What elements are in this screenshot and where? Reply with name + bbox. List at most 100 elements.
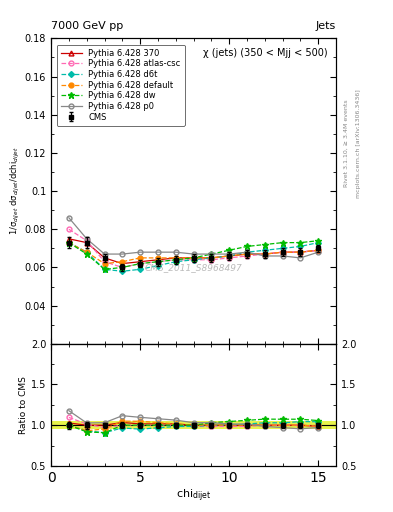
Pythia 6.428 p0 (316, 249, 321, 255)
Pythia 6.428 370 (244, 251, 249, 257)
Pythia 6.428 default (244, 251, 249, 257)
Line: Pythia 6.428 p0: Pythia 6.428 p0 (66, 216, 321, 260)
Legend: Pythia 6.428 370, Pythia 6.428 atlas-csc, Pythia 6.428 d6t, Pythia 6.428 default: Pythia 6.428 370, Pythia 6.428 atlas-csc… (57, 45, 185, 126)
Pythia 6.428 dw (102, 266, 107, 272)
Pythia 6.428 p0 (191, 251, 196, 257)
Pythia 6.428 atlas-csc (66, 226, 71, 232)
Pythia 6.428 dw (316, 238, 321, 244)
Pythia 6.428 atlas-csc (298, 249, 303, 255)
Line: Pythia 6.428 dw: Pythia 6.428 dw (65, 237, 322, 273)
Pythia 6.428 d6t (298, 243, 303, 249)
Pythia 6.428 default (173, 255, 178, 261)
Pythia 6.428 370 (102, 255, 107, 261)
Pythia 6.428 dw (156, 259, 160, 265)
Text: 7000 GeV pp: 7000 GeV pp (51, 20, 123, 31)
Pythia 6.428 default (120, 259, 125, 265)
Pythia 6.428 default (298, 249, 303, 255)
Pythia 6.428 atlas-csc (209, 257, 214, 263)
Pythia 6.428 d6t (280, 245, 285, 251)
Pythia 6.428 atlas-csc (263, 251, 267, 257)
Pythia 6.428 dw (84, 251, 89, 257)
Pythia 6.428 p0 (209, 251, 214, 257)
Line: Pythia 6.428 370: Pythia 6.428 370 (66, 237, 321, 266)
Text: Jets: Jets (316, 20, 336, 31)
Pythia 6.428 atlas-csc (156, 259, 160, 265)
Pythia 6.428 370 (173, 255, 178, 261)
Pythia 6.428 370 (263, 251, 267, 257)
Pythia 6.428 default (280, 249, 285, 255)
Pythia 6.428 p0 (66, 215, 71, 221)
Pythia 6.428 370 (66, 236, 71, 242)
Y-axis label: Ratio to CMS: Ratio to CMS (19, 376, 28, 434)
Pythia 6.428 dw (244, 243, 249, 249)
Pythia 6.428 370 (191, 255, 196, 261)
Pythia 6.428 d6t (138, 266, 143, 272)
Pythia 6.428 d6t (227, 253, 231, 259)
Pythia 6.428 d6t (316, 240, 321, 246)
Pythia 6.428 atlas-csc (227, 255, 231, 261)
Pythia 6.428 d6t (156, 263, 160, 269)
Pythia 6.428 370 (227, 253, 231, 259)
Pythia 6.428 p0 (138, 249, 143, 255)
Line: Pythia 6.428 atlas-csc: Pythia 6.428 atlas-csc (66, 227, 321, 270)
Pythia 6.428 atlas-csc (138, 261, 143, 267)
Pythia 6.428 370 (138, 259, 143, 265)
Pythia 6.428 default (84, 249, 89, 255)
Pythia 6.428 default (191, 255, 196, 261)
Pythia 6.428 atlas-csc (191, 257, 196, 263)
Pythia 6.428 default (156, 255, 160, 261)
Text: χ (jets) (350 < Mjj < 500): χ (jets) (350 < Mjj < 500) (203, 48, 327, 57)
Pythia 6.428 d6t (209, 255, 214, 261)
Pythia 6.428 d6t (173, 259, 178, 265)
Line: Pythia 6.428 default: Pythia 6.428 default (66, 240, 321, 266)
Pythia 6.428 d6t (66, 240, 71, 246)
Pythia 6.428 dw (209, 251, 214, 257)
Pythia 6.428 atlas-csc (244, 253, 249, 259)
Pythia 6.428 p0 (120, 251, 125, 257)
Text: mcplots.cern.ch [arXiv:1306.3436]: mcplots.cern.ch [arXiv:1306.3436] (356, 89, 361, 198)
Pythia 6.428 dw (191, 255, 196, 261)
Pythia 6.428 atlas-csc (102, 259, 107, 265)
Bar (51, 421, 336, 429)
Y-axis label: 1/σ$_{dijet}$ dσ$_{dijet}$/dchi$_{dijet}$: 1/σ$_{dijet}$ dσ$_{dijet}$/dchi$_{dijet}… (9, 147, 22, 236)
Pythia 6.428 370 (316, 247, 321, 253)
Pythia 6.428 p0 (84, 236, 89, 242)
Pythia 6.428 dw (173, 257, 178, 263)
Pythia 6.428 dw (66, 240, 71, 246)
Pythia 6.428 atlas-csc (173, 257, 178, 263)
Pythia 6.428 370 (84, 240, 89, 246)
Pythia 6.428 p0 (156, 249, 160, 255)
Pythia 6.428 atlas-csc (280, 249, 285, 255)
Pythia 6.428 p0 (263, 253, 267, 259)
Pythia 6.428 default (209, 255, 214, 261)
Pythia 6.428 default (66, 240, 71, 246)
Pythia 6.428 d6t (120, 268, 125, 274)
Pythia 6.428 dw (280, 240, 285, 246)
Pythia 6.428 default (227, 253, 231, 259)
Text: CMS_2011_S8968497: CMS_2011_S8968497 (145, 263, 242, 272)
Pythia 6.428 p0 (280, 253, 285, 259)
X-axis label: chi$_{\rm dijet}$: chi$_{\rm dijet}$ (176, 487, 211, 504)
Pythia 6.428 default (316, 247, 321, 253)
Pythia 6.428 dw (227, 247, 231, 253)
Pythia 6.428 p0 (244, 249, 249, 255)
Pythia 6.428 dw (263, 242, 267, 248)
Pythia 6.428 d6t (244, 249, 249, 255)
Pythia 6.428 dw (298, 240, 303, 246)
Pythia 6.428 p0 (298, 255, 303, 261)
Pythia 6.428 370 (209, 255, 214, 261)
Pythia 6.428 d6t (263, 247, 267, 253)
Pythia 6.428 p0 (173, 249, 178, 255)
Pythia 6.428 atlas-csc (316, 247, 321, 253)
Pythia 6.428 p0 (102, 251, 107, 257)
Pythia 6.428 default (263, 251, 267, 257)
Pythia 6.428 dw (138, 261, 143, 267)
Pythia 6.428 default (102, 261, 107, 267)
Pythia 6.428 dw (120, 264, 125, 270)
Pythia 6.428 atlas-csc (120, 264, 125, 270)
Pythia 6.428 default (138, 255, 143, 261)
Pythia 6.428 370 (298, 249, 303, 255)
Pythia 6.428 370 (120, 261, 125, 267)
Pythia 6.428 p0 (227, 251, 231, 257)
Pythia 6.428 atlas-csc (84, 238, 89, 244)
